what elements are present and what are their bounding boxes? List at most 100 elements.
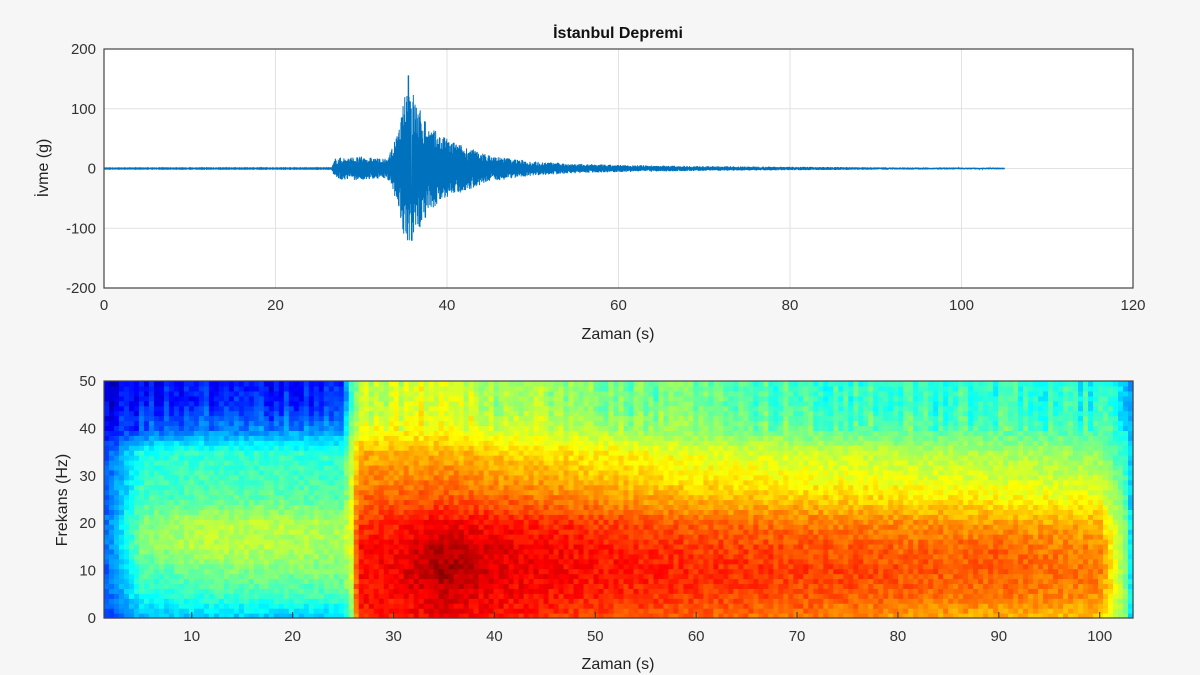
heatmap-cell <box>203 420 210 427</box>
heatmap-cell <box>543 504 550 510</box>
heatmap-cell <box>288 494 295 501</box>
heatmap-cell <box>583 405 590 412</box>
heatmap-cell <box>378 558 385 565</box>
heatmap-cell <box>123 548 130 555</box>
heatmap-cell <box>463 509 470 515</box>
heatmap-cell <box>113 474 120 481</box>
heatmap-cell <box>128 390 135 397</box>
heatmap-cell <box>438 440 445 446</box>
heatmap-cell <box>208 435 215 441</box>
heatmap-cell <box>283 440 290 446</box>
heatmap-cell <box>563 435 570 441</box>
heatmap-cell <box>503 573 510 580</box>
heatmap-cell <box>438 484 445 491</box>
heatmap-cell <box>313 440 320 446</box>
heatmap-cell <box>413 593 420 599</box>
heatmap-cell <box>183 603 190 609</box>
heatmap-cell <box>248 563 255 570</box>
heatmap-cell <box>488 415 495 422</box>
heatmap-cell <box>318 420 325 427</box>
heatmap-cell <box>298 568 305 575</box>
heatmap-cell <box>383 539 390 545</box>
heatmap-cell <box>133 568 140 575</box>
heatmap-cell <box>168 479 175 486</box>
heatmap-cell <box>128 568 135 575</box>
heatmap-cell <box>298 405 305 412</box>
heatmap-cell <box>373 548 380 555</box>
heatmap-cell <box>358 553 365 560</box>
heatmap-cell <box>443 385 450 392</box>
heatmap-cell <box>498 543 505 550</box>
heatmap-cell <box>268 568 275 575</box>
heatmap-cell <box>233 514 240 520</box>
heatmap-cell <box>388 430 395 436</box>
heatmap-cell <box>104 410 110 417</box>
heatmap-cell <box>283 474 290 481</box>
heatmap-cell <box>263 450 270 456</box>
heatmap-cell <box>443 509 450 515</box>
heatmap-cell <box>238 534 245 540</box>
heatmap-cell <box>543 415 550 422</box>
heatmap-cell <box>548 450 555 456</box>
heatmap-cell <box>373 539 380 545</box>
heatmap-cell <box>208 469 215 476</box>
heatmap-cell <box>148 484 155 491</box>
heatmap-cell <box>203 455 210 461</box>
heatmap-cell <box>243 598 250 604</box>
heatmap-cell <box>203 593 210 599</box>
heatmap-cell <box>193 445 200 451</box>
y-tick-label: 200 <box>71 41 96 58</box>
heatmap-cell <box>293 598 300 604</box>
heatmap-cell <box>368 608 375 614</box>
heatmap-cell <box>508 553 515 560</box>
heatmap-cell <box>548 415 555 422</box>
heatmap-cell <box>133 603 140 609</box>
heatmap-cell <box>558 519 565 525</box>
heatmap-cell <box>388 548 395 555</box>
heatmap-cell <box>323 514 330 520</box>
heatmap-cell <box>363 603 370 609</box>
heatmap-cell <box>273 460 280 466</box>
heatmap-cell <box>118 494 125 501</box>
heatmap-cell <box>563 524 570 530</box>
heatmap-cell <box>263 519 270 525</box>
heatmap-cell <box>403 524 410 530</box>
heatmap-cell <box>198 489 205 496</box>
heatmap-cell <box>513 504 520 510</box>
heatmap-cell <box>238 519 245 525</box>
heatmap-cell <box>543 558 550 565</box>
heatmap-cell <box>163 573 170 580</box>
heatmap-cell <box>458 613 465 619</box>
heatmap-cell <box>503 578 510 585</box>
heatmap-cell <box>378 553 385 560</box>
heatmap-cell <box>168 613 175 619</box>
heatmap-cell <box>478 435 485 441</box>
heatmap-cell <box>278 484 285 491</box>
heatmap-cell <box>463 450 470 456</box>
heatmap-cell <box>588 568 595 575</box>
heatmap-cell <box>133 519 140 525</box>
heatmap-cell <box>208 603 215 609</box>
heatmap-cell <box>538 588 545 594</box>
heatmap-cell <box>223 381 230 387</box>
heatmap-cell <box>373 519 380 525</box>
heatmap-cell <box>433 539 440 545</box>
heatmap-cell <box>473 425 480 431</box>
heatmap-cell <box>173 543 180 550</box>
heatmap-cell <box>463 479 470 486</box>
heatmap-cell <box>498 474 505 481</box>
heatmap-cell <box>403 494 410 501</box>
heatmap-cell <box>298 613 305 619</box>
heatmap-cell <box>533 455 540 461</box>
heatmap-cell <box>548 400 555 407</box>
heatmap-cell <box>463 420 470 427</box>
heatmap-cell <box>233 558 240 565</box>
heatmap-cell <box>488 455 495 461</box>
heatmap-cell <box>578 558 585 565</box>
heatmap-cell <box>248 509 255 515</box>
heatmap-cell <box>188 563 195 570</box>
heatmap-cell <box>288 385 295 392</box>
heatmap-cell <box>478 563 485 570</box>
heatmap-cell <box>548 529 555 535</box>
heatmap-cell <box>498 519 505 525</box>
